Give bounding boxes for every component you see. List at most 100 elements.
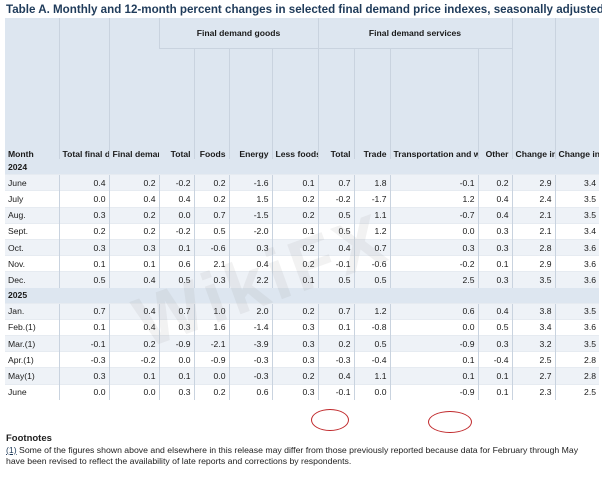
table-cell: 2.1 <box>511 222 555 240</box>
table-row: July 0.0 0.4 0.4 0.2 1.5 0.2 -0.2 -1.7 1.2 0.4 2.4 3… <box>5 190 599 208</box>
table-cell: 0.0 <box>58 383 109 400</box>
table-cell: 0.3 <box>271 351 318 368</box>
table-cell: 0.0 <box>158 206 194 224</box>
row-month: Feb.(1) <box>5 318 59 336</box>
table-cell: 2.4 <box>511 190 555 208</box>
col-header-services-other: Other <box>477 48 512 159</box>
table-cell: 0.1 <box>477 367 512 385</box>
col-header-services-total: Total <box>317 48 354 159</box>
table-cell: 0.1 <box>108 255 159 272</box>
col-header-fd-less-foods-energy-trade: Final demand less foods, energy, and tra… <box>108 18 159 159</box>
table-cell: 0.3 <box>477 335 512 352</box>
table-cell: 1.2 <box>353 302 390 320</box>
table-cell: 0.7 <box>353 238 390 256</box>
table-title: Table A. Monthly and 12-month percent ch… <box>6 3 602 16</box>
table-cell: 0.0 <box>389 222 478 240</box>
table-cell: 3.6 <box>554 318 599 336</box>
table-cell: 0.3 <box>271 383 318 400</box>
table-cell: 0.1 <box>477 383 512 400</box>
table-cell: 0.2 <box>108 174 159 191</box>
table-cell: 3.8 <box>511 302 555 320</box>
table-cell: 0.3 <box>108 238 159 256</box>
table-cell: 0.3 <box>158 383 194 400</box>
year-row: 2025 <box>5 287 599 304</box>
table-cell: 2.1 <box>193 255 229 272</box>
row-month: May(1) <box>5 367 59 385</box>
table-row: Mar.(1) -0.1 0.2 -0.9 -2.1 -3.9 0.3 0.2 0.5 -0.9 0… <box>5 335 599 352</box>
table-cell: 0.5 <box>477 318 512 336</box>
annotation-circle-services-total <box>311 409 349 431</box>
table-cell: 0.1 <box>58 318 109 336</box>
table-row: Apr.(1) -0.3 -0.2 0.0 -0.9 -0.3 0.3 -0.3 -0.4 0.1… <box>5 351 599 368</box>
year-label: 2025 <box>5 287 599 304</box>
table-cell: 0.5 <box>317 271 354 288</box>
table-cell: 0.4 <box>317 367 354 385</box>
footnote-ref-link[interactable]: (1) <box>6 445 17 455</box>
table-row: Aug. 0.3 0.2 0.0 0.7 -1.5 0.2 0.5 1.1 -0.7 0.4 2.1 3… <box>5 206 599 224</box>
table-cell: 0.0 <box>193 367 229 385</box>
row-month: Apr.(1) <box>5 351 59 368</box>
table-cell: -2.1 <box>193 335 229 352</box>
table-cell: -0.3 <box>317 351 354 368</box>
price-index-table: Month Total final demand Final demand le… <box>5 18 599 400</box>
table-cell: -0.4 <box>353 351 390 368</box>
table-cell: 2.8 <box>554 367 599 385</box>
table-cell: 3.6 <box>554 255 599 272</box>
table-cell: -0.2 <box>389 255 478 272</box>
table-row: Sept. 0.2 0.2 -0.2 0.5 -2.0 0.1 0.5 1.2 0.0 0.3 2.1… <box>5 222 599 240</box>
row-month: June <box>5 174 59 191</box>
table-cell: 2.5 <box>511 351 555 368</box>
table-cell: 1.8 <box>353 174 390 191</box>
year-row: 2024 <box>5 159 599 175</box>
table-cell: -0.8 <box>353 318 390 336</box>
table-cell: 0.5 <box>58 271 109 288</box>
table-cell: -1.4 <box>228 318 272 336</box>
row-month: July <box>5 190 59 208</box>
table-cell: 0.1 <box>58 255 109 272</box>
col-header-month: Month <box>5 18 59 159</box>
table-cell: 0.2 <box>108 222 159 240</box>
table-cell: 0.1 <box>271 222 318 240</box>
table-cell: 0.1 <box>271 174 318 191</box>
table-cell: 0.2 <box>271 238 318 256</box>
table-cell: 1.2 <box>353 222 390 240</box>
table-cell: 0.2 <box>271 367 318 385</box>
table-cell: 0.4 <box>477 302 512 320</box>
table-cell: 0.5 <box>193 222 229 240</box>
table-cell: 0.2 <box>58 222 109 240</box>
row-month: Jan. <box>5 302 59 320</box>
year-label: 2024 <box>5 159 599 175</box>
table-cell: 0.3 <box>477 271 512 288</box>
footnotes-heading: Footnotes <box>6 433 52 444</box>
table-cell: 3.5 <box>554 206 599 224</box>
table-cell: -0.3 <box>58 351 109 368</box>
row-month: Mar.(1) <box>5 335 59 352</box>
table-cell: 0.5 <box>317 222 354 240</box>
table-cell: -0.2 <box>158 222 194 240</box>
table-cell: 1.6 <box>193 318 229 336</box>
table-row: Jan. 0.7 0.4 0.7 1.0 2.0 0.2 0.7 1.2 0.6 0.4 3.8 3.5 <box>5 302 599 320</box>
table-cell: -2.0 <box>228 222 272 240</box>
table-cell: -0.4 <box>477 351 512 368</box>
table-cell: 0.2 <box>271 206 318 224</box>
table-cell: 0.6 <box>228 383 272 400</box>
table-cell: 3.4 <box>511 318 555 336</box>
table-cell: -0.9 <box>389 383 478 400</box>
table-cell: 0.4 <box>108 302 159 320</box>
table-row: Dec. 0.5 0.4 0.5 0.3 2.2 0.1 0.5 0.5 2.5 0.3 3.5 3.6 <box>5 271 599 288</box>
table-cell: 2.8 <box>511 238 555 256</box>
table-cell: -0.2 <box>317 190 354 208</box>
table-cell: 0.4 <box>477 190 512 208</box>
col-header-goods-less: Less foods and energy <box>271 48 318 159</box>
table-cell: 0.0 <box>58 190 109 208</box>
table-cell: 3.6 <box>554 271 599 288</box>
table-cell: 3.5 <box>511 271 555 288</box>
col-group-final-demand-goods: Final demand goods <box>158 18 318 49</box>
row-month: Sept. <box>5 222 59 240</box>
table-cell: 0.1 <box>389 351 478 368</box>
table-row: Oct. 0.3 0.3 0.1 -0.6 0.3 0.2 0.4 0.7 0.3 0.3 2.8 3.… <box>5 238 599 256</box>
table-cell: 0.2 <box>271 302 318 320</box>
table-cell: 3.2 <box>511 335 555 352</box>
table-cell: 0.5 <box>158 271 194 288</box>
table-cell: -0.2 <box>158 174 194 191</box>
